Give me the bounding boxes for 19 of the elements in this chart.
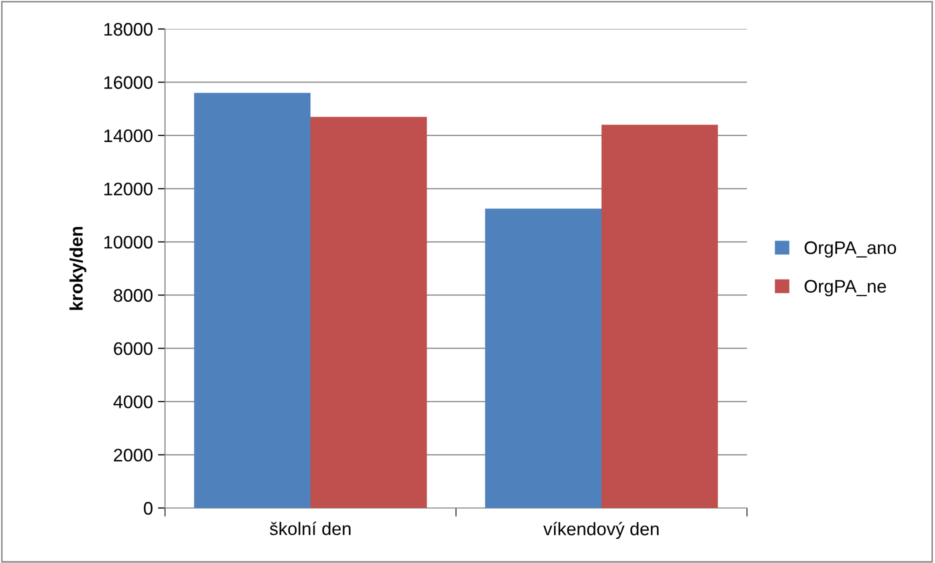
y-tick-label: 0 bbox=[144, 502, 152, 515]
bar bbox=[485, 208, 602, 508]
y-tick-label: 4000 bbox=[113, 395, 152, 408]
y-tick-label: 18000 bbox=[104, 22, 152, 36]
y-tick-label: 2000 bbox=[114, 448, 152, 462]
bar bbox=[602, 124, 718, 508]
legend-label: OrgPA_ano bbox=[804, 241, 896, 258]
legend-label: OrgPA_ne bbox=[804, 280, 886, 296]
y-tick-label: 14000 bbox=[104, 129, 152, 142]
y-tick-label: 16000 bbox=[104, 76, 152, 89]
y-tick-label: 12000 bbox=[104, 182, 152, 196]
y-tick-label: 8000 bbox=[114, 289, 152, 302]
x-tick-label: víkendový den bbox=[543, 522, 659, 539]
y-tick-label: 10000 bbox=[104, 236, 152, 249]
y-axis-title: kroky/den bbox=[69, 226, 86, 310]
x-tick-label: školní den bbox=[270, 522, 350, 536]
bar bbox=[310, 116, 427, 508]
bar bbox=[194, 92, 310, 508]
y-tick-label: 6000 bbox=[114, 342, 152, 356]
